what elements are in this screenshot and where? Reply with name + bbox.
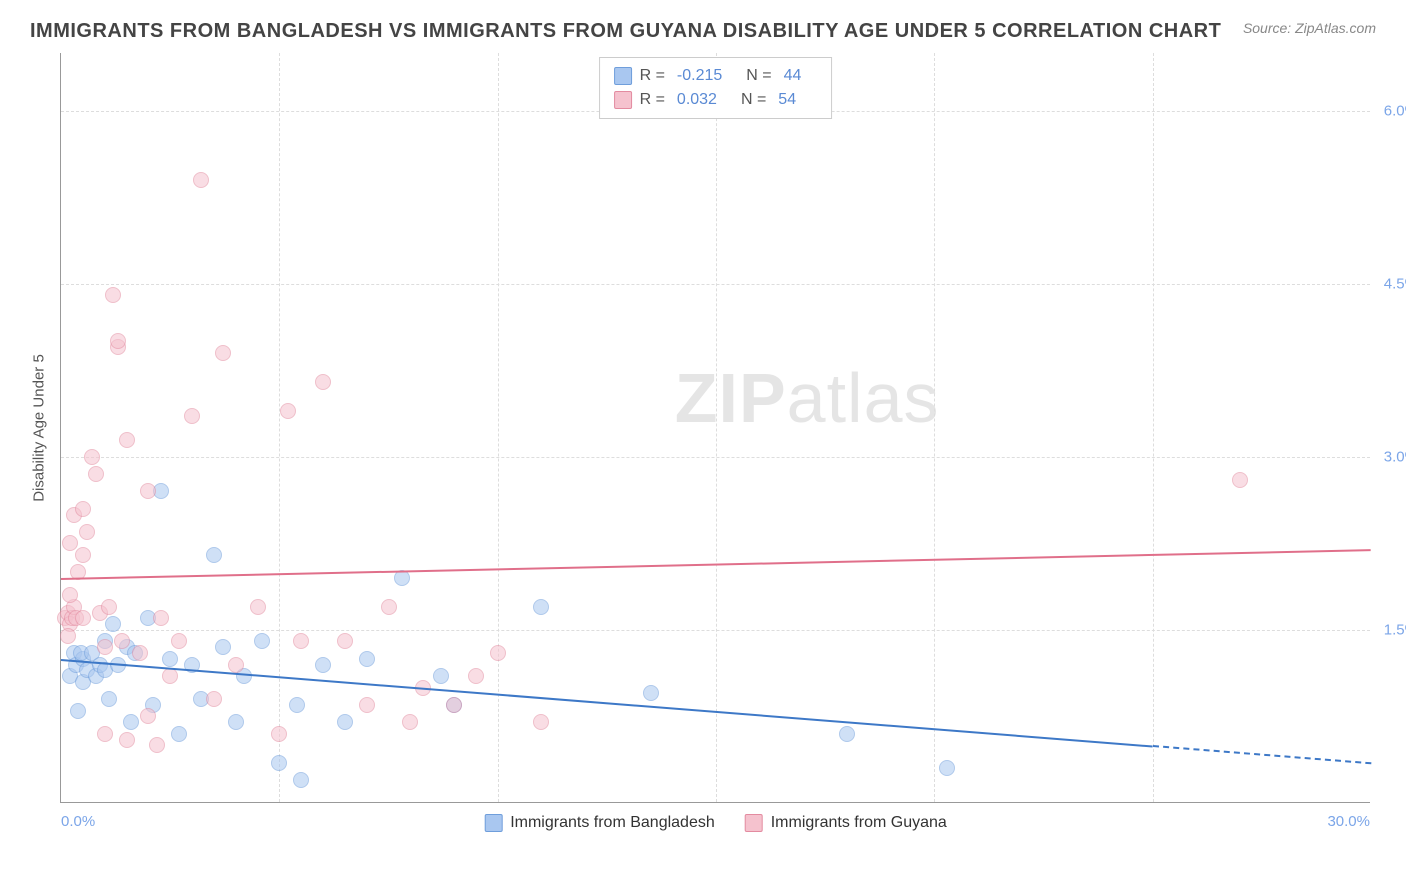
point-guyana — [315, 374, 331, 390]
grid-line-v — [279, 53, 280, 802]
point-guyana — [97, 726, 113, 742]
point-guyana — [402, 714, 418, 730]
point-bangladesh — [293, 772, 309, 788]
watermark: ZIPatlas — [675, 358, 940, 438]
ytick-label: 1.5% — [1384, 621, 1406, 638]
point-bangladesh — [533, 599, 549, 615]
point-guyana — [1232, 472, 1248, 488]
point-bangladesh — [70, 703, 86, 719]
point-guyana — [62, 587, 78, 603]
legend-row-guyana: R =0.032 N =54 — [614, 88, 818, 112]
grid-line-v — [934, 53, 935, 802]
point-bangladesh — [228, 714, 244, 730]
point-guyana — [119, 432, 135, 448]
point-guyana — [79, 524, 95, 540]
point-bangladesh — [643, 685, 659, 701]
point-guyana — [84, 449, 100, 465]
swatch-bangladesh — [614, 67, 632, 85]
point-guyana — [184, 408, 200, 424]
point-guyana — [101, 599, 117, 615]
point-bangladesh — [254, 633, 270, 649]
point-guyana — [149, 737, 165, 753]
ytick-label: 3.0% — [1384, 448, 1406, 465]
point-guyana — [132, 645, 148, 661]
point-guyana — [75, 547, 91, 563]
point-guyana — [293, 633, 309, 649]
point-guyana — [337, 633, 353, 649]
point-guyana — [468, 668, 484, 684]
point-bangladesh — [939, 760, 955, 776]
trend-line — [61, 659, 1153, 748]
point-bangladesh — [289, 697, 305, 713]
point-guyana — [228, 657, 244, 673]
point-guyana — [359, 697, 375, 713]
point-bangladesh — [433, 668, 449, 684]
point-guyana — [490, 645, 506, 661]
point-bangladesh — [337, 714, 353, 730]
point-bangladesh — [123, 714, 139, 730]
point-guyana — [62, 535, 78, 551]
point-guyana — [114, 633, 130, 649]
point-bangladesh — [162, 651, 178, 667]
point-guyana — [140, 483, 156, 499]
point-guyana — [162, 668, 178, 684]
y-axis-label: Disability Age Under 5 — [31, 354, 48, 502]
point-guyana — [215, 345, 231, 361]
legend-item-bangladesh: Immigrants from Bangladesh — [484, 814, 715, 832]
point-guyana — [533, 714, 549, 730]
point-guyana — [88, 466, 104, 482]
plot-area: ZIPatlas Disability Age Under 5 R =-0.21… — [60, 53, 1370, 803]
point-guyana — [206, 691, 222, 707]
chart-title: IMMIGRANTS FROM BANGLADESH VS IMMIGRANTS… — [30, 20, 1376, 43]
point-guyana — [446, 697, 462, 713]
point-guyana — [97, 639, 113, 655]
point-bangladesh — [839, 726, 855, 742]
grid-line-v — [498, 53, 499, 802]
x-start-label: 0.0% — [61, 813, 95, 830]
point-bangladesh — [101, 691, 117, 707]
point-guyana — [105, 287, 121, 303]
point-guyana — [280, 403, 296, 419]
ytick-label: 6.0% — [1384, 102, 1406, 119]
point-bangladesh — [359, 651, 375, 667]
swatch-guyana-icon — [745, 814, 763, 832]
correlation-legend: R =-0.215 N =44 R =0.032 N =54 — [599, 57, 833, 119]
grid-line-v — [716, 53, 717, 802]
point-bangladesh — [171, 726, 187, 742]
grid-line-v — [1153, 53, 1154, 802]
legend-row-bangladesh: R =-0.215 N =44 — [614, 64, 818, 88]
point-bangladesh — [206, 547, 222, 563]
swatch-guyana — [614, 91, 632, 109]
x-end-label: 30.0% — [1327, 813, 1370, 830]
point-guyana — [140, 708, 156, 724]
point-guyana — [110, 333, 126, 349]
point-guyana — [75, 610, 91, 626]
ytick-label: 4.5% — [1384, 275, 1406, 292]
point-bangladesh — [105, 616, 121, 632]
point-bangladesh — [271, 755, 287, 771]
point-guyana — [271, 726, 287, 742]
legend-item-guyana: Immigrants from Guyana — [745, 814, 947, 832]
point-guyana — [75, 501, 91, 517]
series-legend: Immigrants from Bangladesh Immigrants fr… — [484, 814, 947, 832]
point-bangladesh — [315, 657, 331, 673]
point-guyana — [381, 599, 397, 615]
point-guyana — [153, 610, 169, 626]
trend-line — [1153, 745, 1371, 764]
point-bangladesh — [215, 639, 231, 655]
point-guyana — [193, 172, 209, 188]
point-guyana — [250, 599, 266, 615]
point-guyana — [60, 628, 76, 644]
swatch-bangladesh-icon — [484, 814, 502, 832]
point-guyana — [119, 732, 135, 748]
point-guyana — [171, 633, 187, 649]
source-citation: Source: ZipAtlas.com — [1243, 20, 1376, 36]
